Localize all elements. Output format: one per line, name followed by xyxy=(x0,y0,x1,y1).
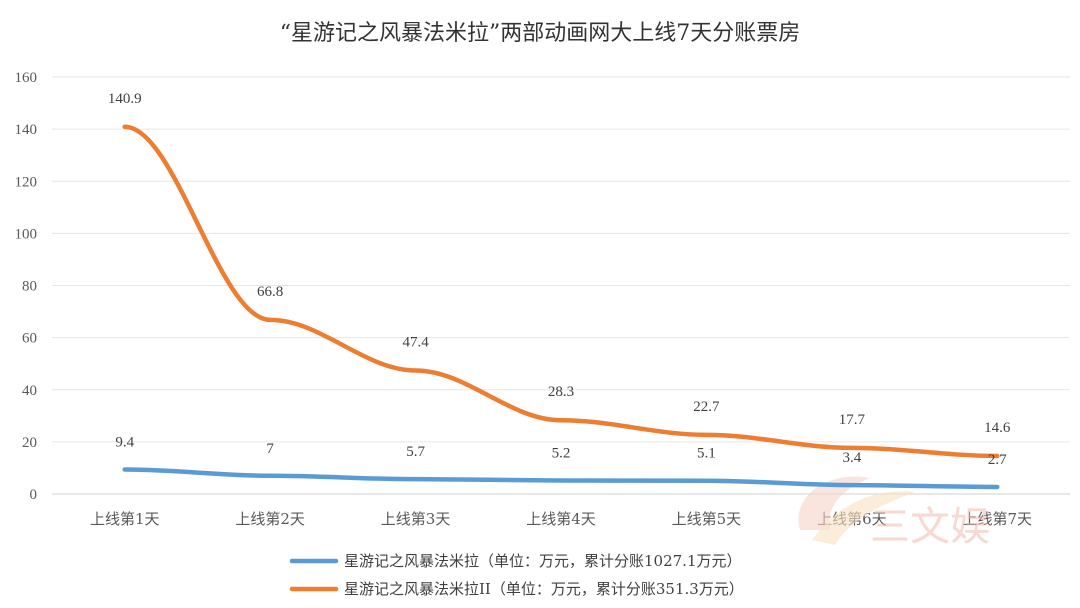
data-label: 47.4 xyxy=(402,334,429,350)
data-label: 5.2 xyxy=(552,445,571,461)
y-tick-label: 0 xyxy=(30,487,38,503)
legend: 星游记之风暴法米拉（单位：万元，累计分账1027.1万元） 星游记之风暴法米拉II… xyxy=(289,552,744,598)
x-tick-label: 上线第1天 xyxy=(90,510,160,528)
legend-label-1: 星游记之风暴法米拉（单位：万元，累计分账1027.1万元） xyxy=(344,552,742,570)
y-tick-label: 120 xyxy=(15,174,38,190)
x-tick-label: 上线第3天 xyxy=(381,510,451,528)
data-label: 17.7 xyxy=(839,412,866,428)
x-tick-label: 上线第2天 xyxy=(235,510,305,528)
y-tick-label: 80 xyxy=(22,279,37,295)
y-tick-label: 40 xyxy=(22,383,37,399)
x-tick-label: 上线第7天 xyxy=(963,510,1033,528)
data-label: 9.4 xyxy=(115,435,134,451)
legend-label-2: 星游记之风暴法米拉II（单位：万元，累计分账351.3万元） xyxy=(344,580,744,598)
y-tick-label: 60 xyxy=(22,331,37,347)
watermark-logo: 三文娱 xyxy=(798,476,990,550)
data-label: 66.8 xyxy=(257,284,283,300)
data-label: 28.3 xyxy=(548,384,574,400)
data-label: 5.1 xyxy=(697,446,716,462)
watermark-swoosh xyxy=(812,491,915,545)
series-lines xyxy=(122,124,1000,490)
x-tick-label: 上线第4天 xyxy=(526,510,596,528)
data-label: 3.4 xyxy=(842,450,861,466)
data-label: 7 xyxy=(266,441,274,457)
watermark-text: 三文娱 xyxy=(870,504,990,550)
series-line-2 xyxy=(122,124,1000,459)
y-axis: 0 20 40 60 80 100 120 140 160 xyxy=(15,70,38,503)
data-label: 140.9 xyxy=(108,91,142,107)
watermark-swoosh xyxy=(798,476,870,530)
data-label: 22.7 xyxy=(693,399,720,415)
gridlines xyxy=(52,76,1070,495)
chart-title: “星游记之风暴法米拉”两部动画网大上线7天分账票房 xyxy=(280,21,801,46)
y-tick-label: 140 xyxy=(15,122,38,138)
data-label: 14.6 xyxy=(984,420,1011,436)
data-labels: 9.4 7 5.7 5.2 5.1 3.4 2.7 140.9 66.8 47.4 28.3 22.7… xyxy=(108,91,1011,468)
data-label: 2.7 xyxy=(988,452,1007,468)
x-tick-label: 上线第5天 xyxy=(672,510,742,528)
y-tick-label: 100 xyxy=(15,226,38,242)
data-label: 5.7 xyxy=(406,444,425,460)
y-tick-label: 20 xyxy=(22,435,37,451)
y-tick-label: 160 xyxy=(15,70,38,86)
